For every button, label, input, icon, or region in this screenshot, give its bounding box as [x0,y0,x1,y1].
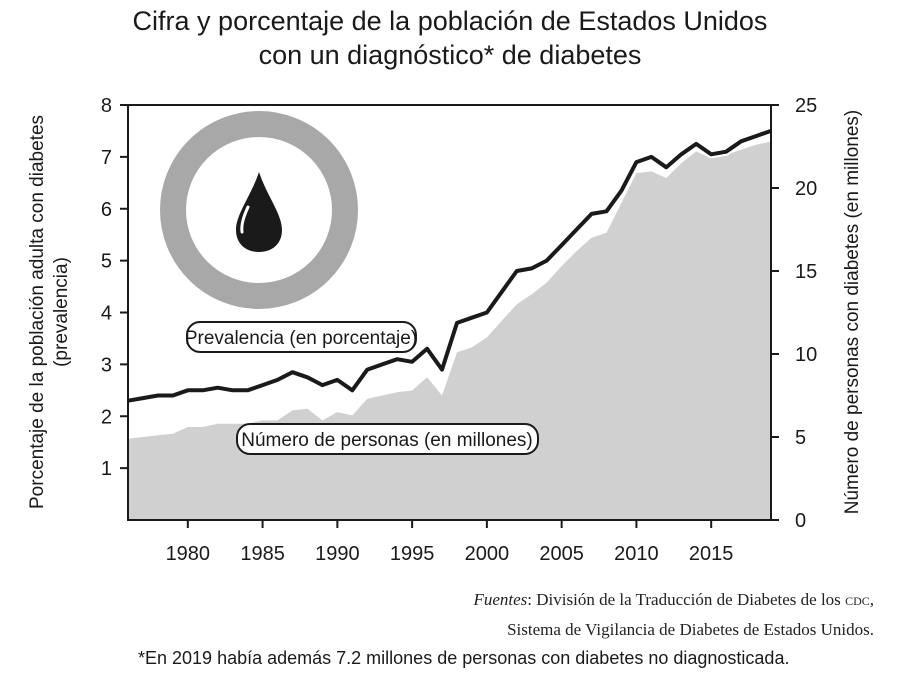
x-tick-label: 1980 [166,543,211,565]
people-series-label: Número de personas (en millones) [241,430,532,451]
right-tick-label: 10 [795,344,817,366]
right-tick-label: 20 [795,178,817,200]
sources-comma: , [869,590,874,609]
right-tick-label: 25 [795,95,817,117]
left-tick-label: 8 [101,95,112,117]
x-tick-label: 1990 [315,543,360,565]
left-tick-label: 1 [101,458,112,480]
sources-line-2: Sistema de Vigilancia de Diabetes de Est… [507,620,874,639]
right-tick-label: 15 [795,261,817,283]
x-tick-label: 2005 [539,543,584,565]
people-callout: Número de personas (en millones) [236,423,539,455]
left-axis-ticks: 1 2 3 4 5 6 7 8 [101,95,128,480]
sources-text-1: : División de la Traducción de Diabetes … [527,590,846,609]
x-axis-ticks: 1980 1985 1990 1995 2000 2005 2010 2015 [166,520,734,565]
left-axis-title: Porcentaje de la población adulta con di… [27,115,72,509]
right-axis-title: Número de personas con diabetes (en mill… [842,110,863,515]
x-tick-label: 1985 [240,543,285,565]
right-axis-ticks: 0 5 10 15 20 25 [771,95,817,532]
x-tick-label: 2015 [689,543,734,565]
left-tick-label: 2 [101,406,112,428]
left-tick-label: 7 [101,147,112,169]
right-tick-label: 0 [795,510,806,532]
x-tick-label: 2000 [465,543,510,565]
line-layer [127,127,773,405]
left-tick-label: 3 [101,354,112,376]
prevalence-callout: Prevalencia (en porcentaje) [185,321,417,353]
chart-title-line-2: con un diagnóstico* de diabetes [258,40,642,70]
x-tick-label: 2010 [614,543,659,565]
chart-title-line-1: Cifra y porcentaje de la población de Es… [132,6,768,36]
prevalence-series-label: Prevalencia (en porcentaje) [185,328,417,349]
blood-drop-icon [160,111,358,309]
footnote: *En 2019 había además 7.2 millones de pe… [138,648,790,668]
x-tick-label: 1995 [390,543,435,565]
prevalence-line [127,129,772,403]
left-tick-label: 6 [101,199,112,221]
left-tick-label: 5 [101,251,112,273]
sources-org: cdc [845,590,870,609]
left-tick-label: 4 [101,303,112,325]
sources-line-1: Fuentes: División de la Traducción de Di… [473,590,874,610]
right-tick-label: 5 [795,427,806,449]
sources-label: Fuentes [473,590,528,609]
